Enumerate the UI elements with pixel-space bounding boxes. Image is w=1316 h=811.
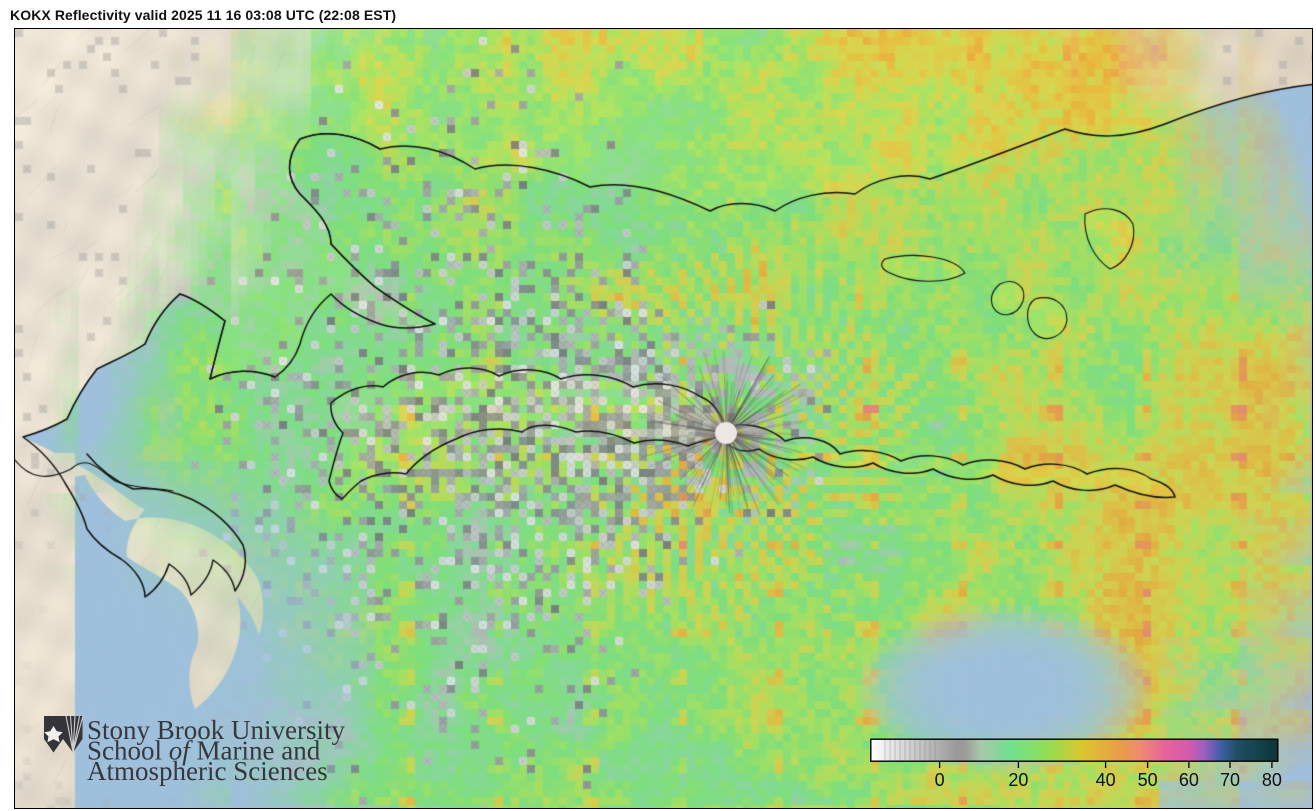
svg-text:70: 70 — [1220, 770, 1240, 790]
svg-text:0: 0 — [935, 770, 945, 790]
svg-text:20: 20 — [1008, 770, 1028, 790]
svg-text:60: 60 — [1179, 770, 1199, 790]
svg-text:40: 40 — [1096, 770, 1116, 790]
svg-text:80: 80 — [1262, 770, 1282, 790]
svg-text:50: 50 — [1138, 770, 1158, 790]
svg-text:Atmospheric Sciences: Atmospheric Sciences — [87, 756, 328, 786]
